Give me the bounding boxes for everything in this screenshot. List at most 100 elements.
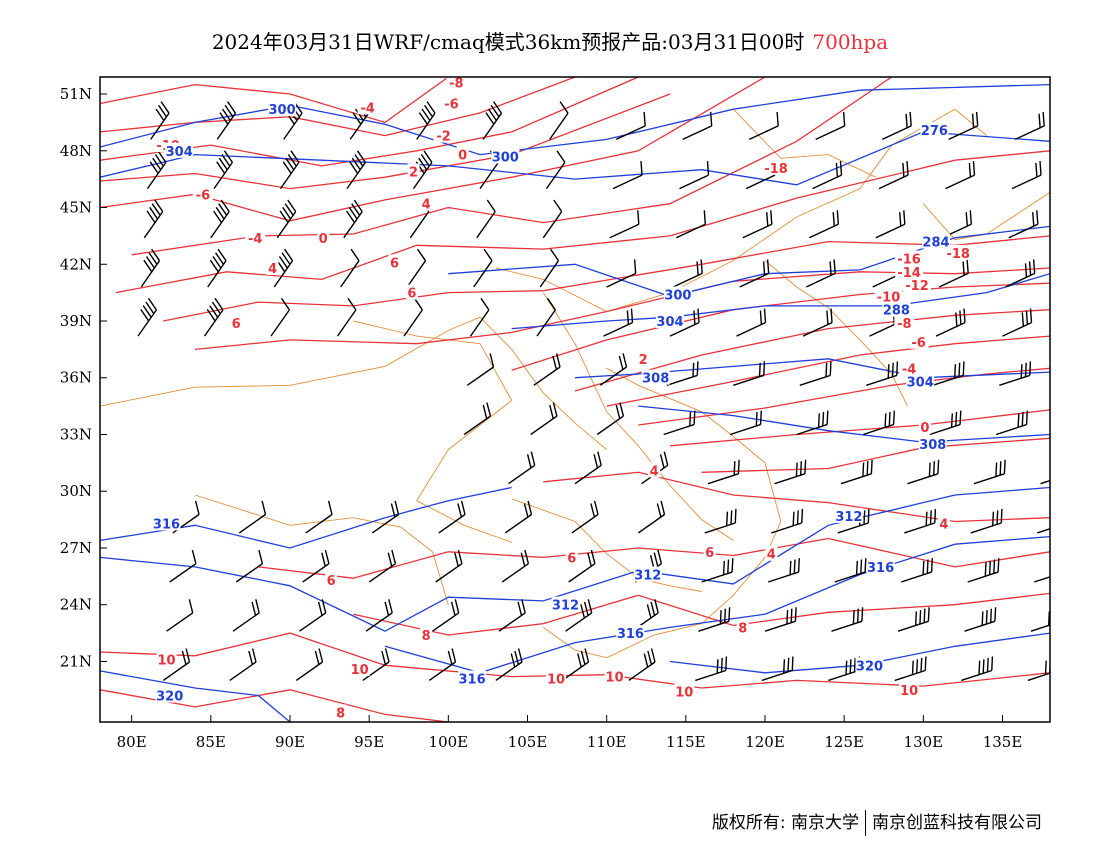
wind-barb [498,599,526,632]
lon-tick-label: 115E [666,733,706,751]
lon-tick-label: 120E [745,733,785,751]
wind-barb [834,558,867,583]
plot-area: -8-6-4-202-10-6-4044666-18-16-18-14-12-1… [100,77,1050,722]
temperature-label: 4 [650,464,659,479]
boundary-line [511,498,702,592]
temperature-label-bg [565,549,578,565]
wind-barb [416,101,436,140]
wind-barb [767,558,800,583]
wind-barb [476,199,496,239]
temperature-label-bg [918,418,931,434]
temperature-label: -10 [877,290,901,305]
temperature-label-bg [192,186,213,202]
wind-barb [162,648,191,681]
temperature-label: 0 [920,421,929,436]
wind-barb [1037,528,1050,534]
wind-barb [362,648,390,681]
temperature-label: 10 [351,663,369,678]
lat-tick-label: 48N [60,142,92,160]
temperature-label: -8 [449,77,463,92]
temperature-label-bg [357,99,378,115]
temperature-label: 8 [336,707,345,722]
wind-barb [1005,259,1036,288]
height-label-bg [458,670,487,686]
temperature-label-bg [230,314,243,330]
temperature-contour [100,93,671,190]
wind-barb [232,599,260,632]
temperature-contour [353,592,1050,636]
wind-barb [831,607,864,632]
temperature-label-bg [937,515,950,531]
temperature-contour [638,367,1050,426]
temperature-label-bg [407,163,420,179]
boundary-line [922,192,1050,241]
height-label-bg [491,148,520,164]
height-label: 316 [617,627,644,642]
wind-barb [663,410,696,436]
wind-barb [894,656,927,682]
temperature-label: 0 [458,149,467,164]
temperature-label: 10 [675,686,693,701]
temperature-label-bg [899,681,920,697]
temperature-label-bg [405,284,418,300]
wind-barb [463,402,492,436]
wind-barb [365,599,393,632]
temperature-label: 6 [407,287,416,302]
wind-barb [729,410,762,436]
wind-barb [733,361,766,386]
wind-barb [774,459,807,485]
temperature-label-bg [456,146,469,162]
temperature-label: -4 [360,101,374,116]
height-label: 300 [269,103,296,118]
wind-barb [964,607,997,632]
height-label: 308 [642,372,669,387]
boundary-line [542,292,734,541]
wind-barb [961,656,994,682]
temperature-contour [100,77,449,124]
temperature-contours [100,77,1050,722]
wind-barb [137,297,157,337]
wind-barb [682,111,713,141]
footer: 版权所有: 南京大学 南京创蓝科技有限公司 [712,808,1042,836]
wind-barb [495,648,523,681]
longitude-axis: 80E 85E 90E 95E 100E 105E 110E 115E 120E 125E 130E… [117,715,1022,751]
temperature-label: 10 [900,684,918,699]
wind-barb [897,607,930,632]
temperature-label-bg [944,244,973,260]
temperature-contour [606,335,1050,407]
temperature-label: 6 [705,546,714,561]
wind-barb [501,549,530,583]
height-label-bg [633,566,662,582]
temperature-label: 6 [567,551,576,566]
wind-barb [907,459,940,485]
temperature-label: -18 [946,247,970,262]
wind-barb [346,150,366,190]
temperature-label: 2 [639,353,648,368]
height-label: 276 [921,124,948,139]
wind-barb [812,161,843,190]
temperature-label: 6 [327,574,336,589]
height-label: 300 [664,289,691,304]
wind-barb [672,259,703,288]
wind-barb [150,101,170,140]
wind-barb [428,648,457,681]
temperature-label: -2 [436,130,450,145]
wind-barb [406,248,427,288]
chart-title: 2024年03月31日WRF/cmaq模式36km预报产品:03月31日00时 7… [0,26,1100,55]
wind-barb [999,361,1032,386]
height-label-bg [918,436,947,451]
temperature-label-bg [388,254,401,270]
temperature-contour [194,267,1050,351]
temperature-label-bg [266,260,279,275]
temperature-label-bg [895,263,924,279]
height-label: 304 [166,145,193,160]
temperature-label-bg [703,543,716,559]
wind-barb [736,308,767,337]
temperature-label-bg [674,683,695,699]
wind-barb [596,402,625,436]
height-contour [100,83,1050,156]
temperature-label: 10 [157,654,175,669]
wind-barb [948,111,979,141]
wind-barb [599,353,628,386]
lon-tick-label: 110E [587,733,627,751]
